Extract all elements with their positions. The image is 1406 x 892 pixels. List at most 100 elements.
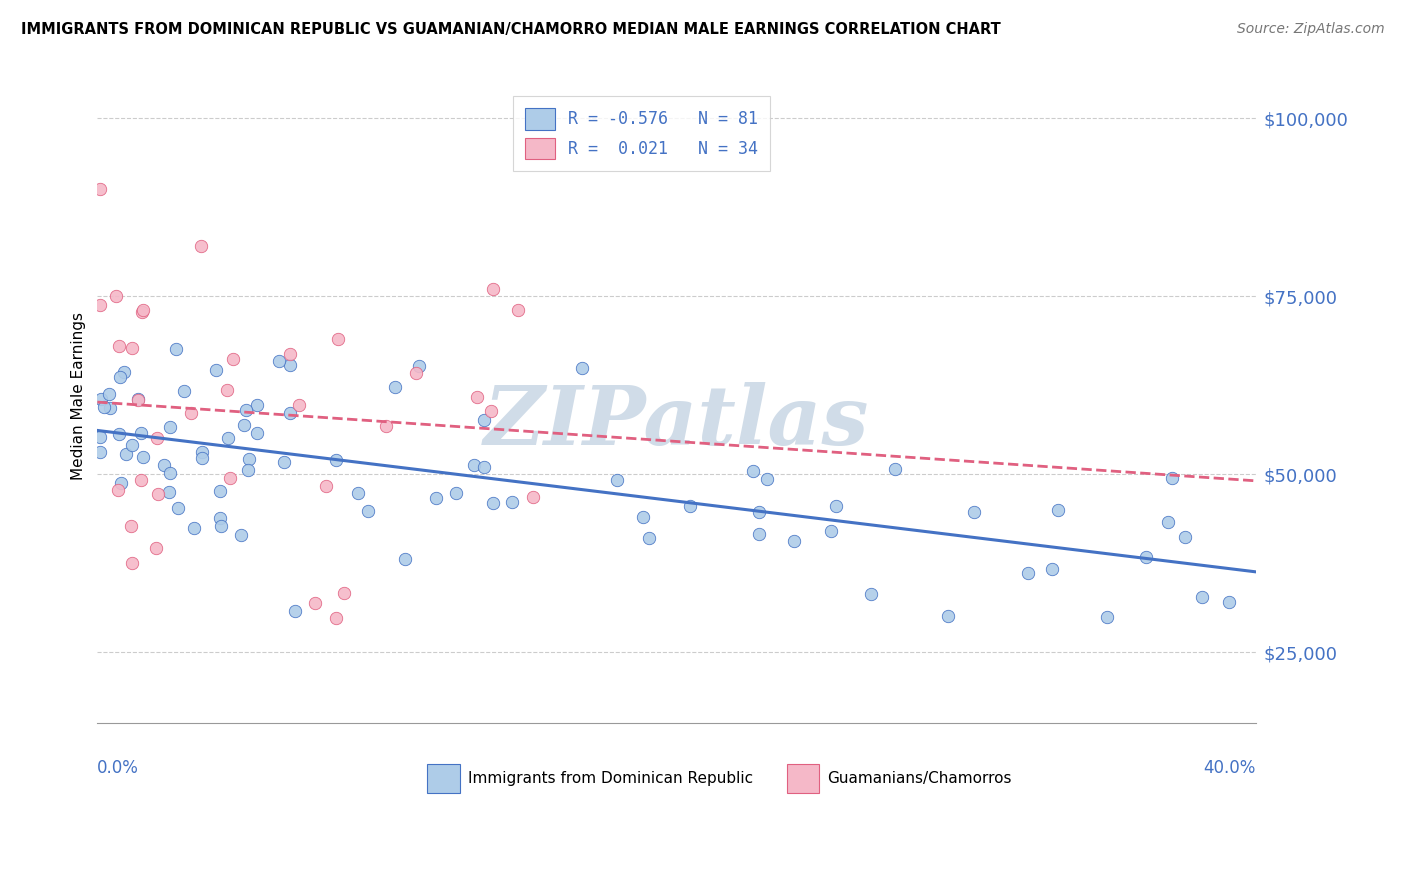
Point: [131, 305, 153, 319]
Point: [748, 526, 770, 541]
Point: [325, 611, 347, 625]
Point: [132, 450, 155, 464]
Point: [482, 496, 505, 510]
Text: 40.0%: 40.0%: [1204, 759, 1256, 777]
Point: [235, 403, 257, 417]
Point: [89, 445, 111, 459]
Point: [479, 403, 502, 417]
Point: [742, 465, 765, 479]
Point: [112, 365, 135, 379]
Point: [222, 352, 245, 367]
Point: [127, 392, 149, 406]
Point: [115, 447, 138, 461]
Point: [166, 500, 188, 515]
Point: [1047, 503, 1070, 517]
Point: [444, 485, 467, 500]
Point: [474, 459, 496, 474]
Point: [108, 339, 131, 353]
Point: [606, 473, 628, 487]
Point: [180, 406, 202, 420]
Point: [463, 458, 485, 472]
Point: [1191, 590, 1213, 604]
Text: Guamanians/Chamorros: Guamanians/Chamorros: [827, 772, 1011, 787]
Point: [963, 505, 986, 519]
Legend: R = -0.576   N = 81, R =  0.021   N = 34: R = -0.576 N = 81, R = 0.021 N = 34: [513, 96, 770, 171]
Point: [1017, 566, 1039, 580]
Point: [394, 551, 416, 566]
Point: [267, 354, 290, 368]
Point: [506, 303, 529, 318]
Point: [229, 528, 252, 542]
Point: [209, 483, 232, 498]
Text: Source: ZipAtlas.com: Source: ZipAtlas.com: [1237, 22, 1385, 37]
Point: [1157, 515, 1180, 529]
Point: [425, 491, 447, 505]
Point: [232, 417, 254, 432]
Point: [246, 426, 269, 441]
Point: [936, 608, 959, 623]
Y-axis label: Median Male Earnings: Median Male Earnings: [72, 312, 86, 480]
Point: [1174, 530, 1197, 544]
Point: [1095, 610, 1118, 624]
Point: [190, 239, 212, 253]
Point: [820, 524, 842, 539]
Point: [219, 471, 242, 485]
Point: [238, 463, 260, 477]
Point: [824, 499, 846, 513]
FancyBboxPatch shape: [427, 764, 460, 793]
Point: [89, 182, 111, 196]
Point: [89, 430, 111, 444]
Point: [173, 384, 195, 399]
Point: [465, 390, 488, 404]
Point: [638, 531, 661, 545]
Point: [884, 462, 907, 476]
Point: [107, 483, 129, 497]
Point: [205, 363, 228, 377]
Point: [1135, 549, 1157, 564]
Point: [288, 397, 311, 411]
Point: [153, 458, 176, 473]
Point: [191, 450, 214, 465]
Point: [104, 289, 127, 303]
FancyBboxPatch shape: [786, 764, 818, 793]
Point: [121, 342, 143, 356]
Point: [121, 438, 143, 452]
Point: [405, 366, 427, 380]
Point: [284, 604, 307, 618]
Text: ZIPatlas: ZIPatlas: [484, 382, 869, 462]
Point: [374, 418, 396, 433]
Point: [121, 556, 143, 570]
Point: [209, 519, 232, 533]
Point: [132, 302, 155, 317]
Point: [183, 521, 205, 535]
Point: [208, 511, 231, 525]
Point: [1040, 562, 1063, 576]
Point: [501, 495, 523, 509]
Text: IMMIGRANTS FROM DOMINICAN REPUBLIC VS GUAMANIAN/CHAMORRO MEDIAN MALE EARNINGS CO: IMMIGRANTS FROM DOMINICAN REPUBLIC VS GU…: [21, 22, 1001, 37]
Point: [159, 419, 181, 434]
Point: [273, 455, 295, 469]
Point: [481, 282, 503, 296]
Text: Immigrants from Dominican Republic: Immigrants from Dominican Republic: [468, 772, 754, 787]
Point: [146, 487, 169, 501]
Point: [748, 505, 770, 519]
Point: [246, 398, 269, 412]
Point: [215, 383, 238, 397]
Point: [571, 360, 593, 375]
Point: [93, 401, 115, 415]
Point: [278, 406, 301, 420]
Point: [315, 479, 337, 493]
Point: [89, 298, 111, 312]
Point: [783, 533, 806, 548]
Point: [131, 425, 153, 440]
Point: [146, 431, 169, 445]
Point: [127, 393, 149, 408]
Point: [157, 485, 180, 500]
Point: [333, 585, 356, 599]
Point: [165, 343, 187, 357]
Point: [238, 452, 260, 467]
Point: [278, 358, 301, 372]
Point: [325, 452, 347, 467]
Point: [522, 490, 544, 504]
Point: [679, 499, 702, 513]
